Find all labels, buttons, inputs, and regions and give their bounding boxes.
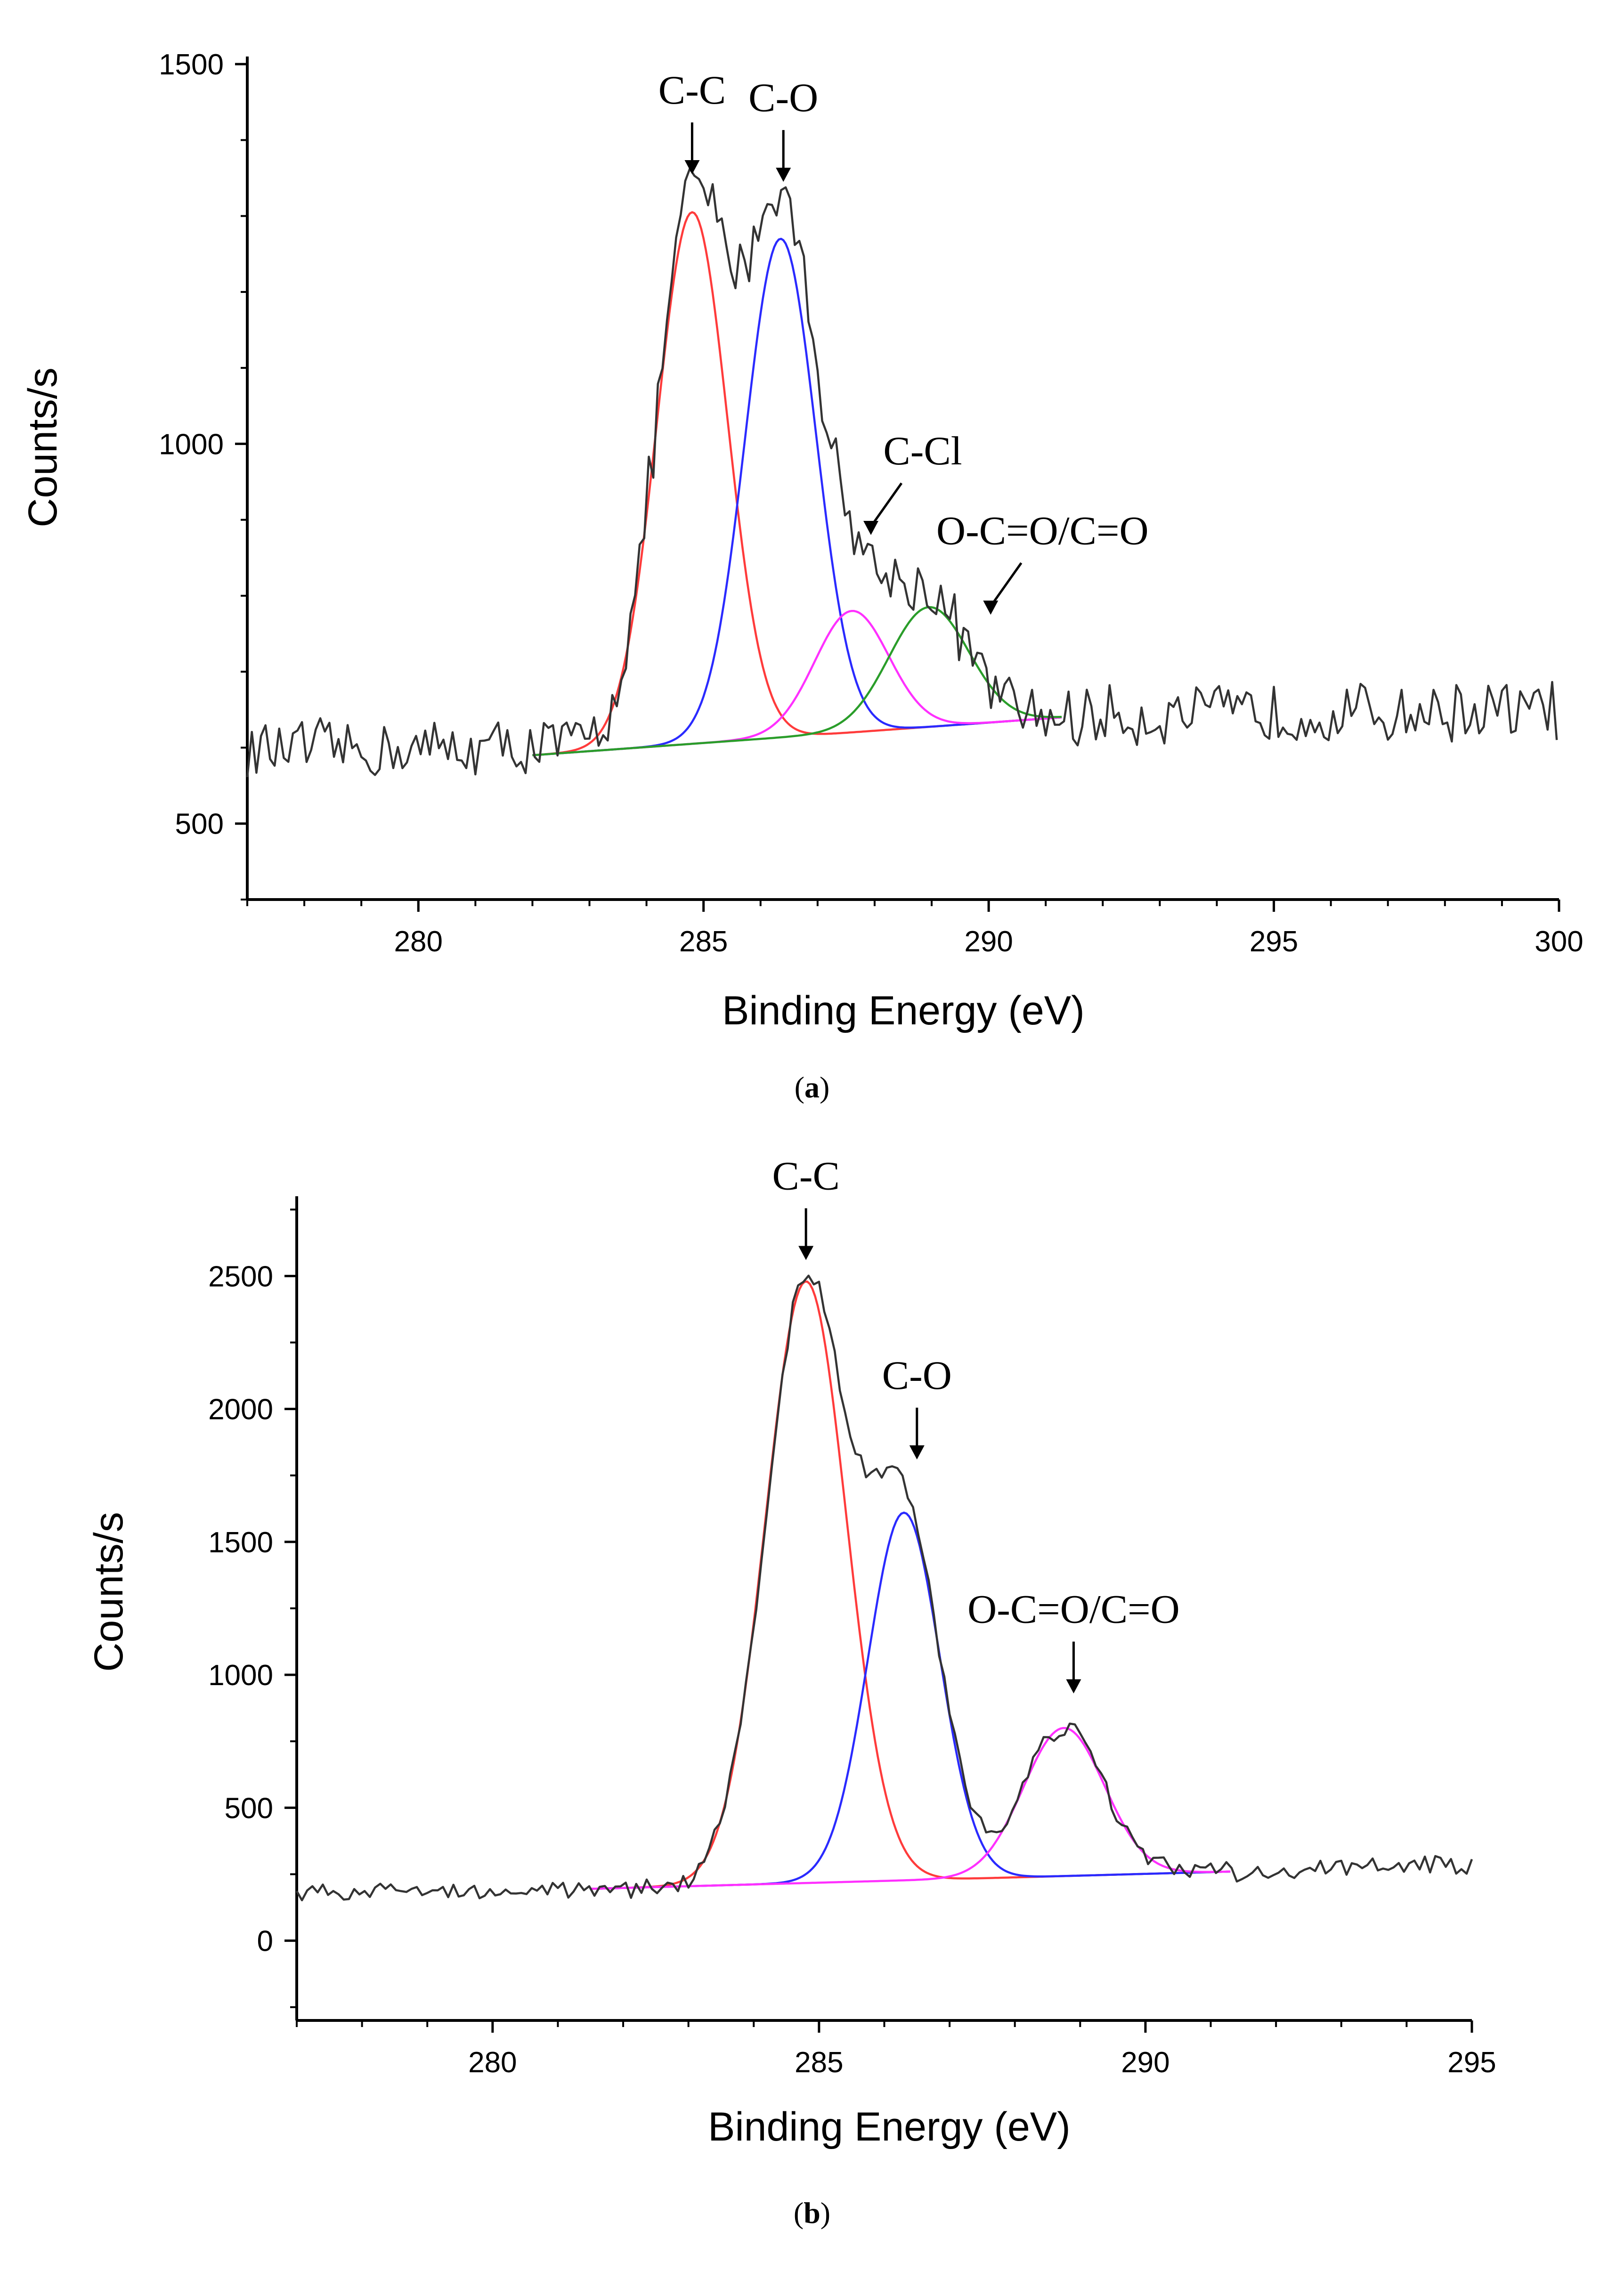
y-tick-label: 0 [257, 1925, 273, 1958]
y-tick-label: 1500 [208, 1526, 273, 1559]
peak-label: C-C [658, 67, 726, 113]
panel-b-tick-labels: 280 285 290 295 0 500 1000 1500 2000 2500 [208, 1260, 1496, 2079]
x-tick-label: 295 [1447, 2046, 1496, 2079]
panel-a-series [246, 167, 1558, 778]
y-tick-label: 2500 [208, 1260, 273, 1293]
annotation-arrow [870, 482, 903, 527]
y-tick-label: 500 [225, 1792, 273, 1825]
panel-b-caption-letter: b [804, 2196, 820, 2230]
x-tick-label: 280 [468, 2046, 517, 2079]
panel-b-ticks [284, 1208, 1473, 2033]
panel-a-caption: (a) [795, 1071, 830, 1104]
panel-a-annotations: C-C C-O C-Cl O-C=O/C=O [658, 67, 1149, 615]
fit-component-o-c-o-c-o [532, 606, 1062, 756]
measured-spectrum [296, 1274, 1473, 1902]
y-tick-label: 1000 [208, 1659, 273, 1692]
panel-a-chart: 280 285 290 295 300 500 1000 1500 C-C C-O C-Cl O-C… [20, 49, 1583, 1033]
peak-label: O-C=O/C=O [967, 1587, 1180, 1632]
panel-b-y-axis-title: Counts/s [86, 1512, 131, 1671]
annotation-arrow [990, 562, 1023, 607]
fit-component-c-o [532, 237, 1062, 756]
annotation-arrowhead [776, 168, 791, 182]
x-tick-label: 285 [795, 2046, 843, 2079]
panel-b-caption: (b) [794, 2196, 830, 2230]
y-tick-label: 1500 [159, 49, 224, 81]
panel-a-y-axis-title: Counts/s [20, 367, 65, 527]
panel-a-x-axis-title: Binding Energy (eV) [722, 988, 1085, 1033]
peak-label: C-C [772, 1153, 839, 1198]
peak-label: C-Cl [883, 428, 962, 473]
y-tick-label: 500 [175, 808, 224, 841]
panel-b-chart: 280 285 290 295 0 500 1000 1500 2000 2500 C-C C-O O… [86, 1153, 1496, 2149]
annotation-arrowhead [983, 600, 999, 615]
x-tick-label: 300 [1535, 925, 1583, 958]
annotation-arrowhead [863, 520, 879, 535]
peak-label: C-O [748, 75, 818, 120]
panel-a-ticks [235, 63, 1560, 912]
panel-b-series [296, 1274, 1473, 1902]
panel-b-annotations: C-C C-O O-C=O/C=O [772, 1153, 1180, 1694]
y-tick-label: 1000 [159, 428, 224, 461]
panel-b-x-axis-title: Binding Energy (eV) [708, 2104, 1071, 2149]
x-tick-label: 285 [679, 925, 728, 958]
x-tick-label: 280 [394, 925, 443, 958]
x-tick-label: 290 [964, 925, 1013, 958]
fit-component-c-cl [532, 609, 1062, 756]
annotation-arrowhead [909, 1445, 925, 1460]
measured-spectrum [246, 167, 1558, 778]
peak-label: O-C=O/C=O [936, 508, 1149, 553]
peak-label: C-O [882, 1353, 952, 1398]
annotation-arrowhead [798, 1246, 814, 1260]
annotation-arrowhead [1066, 1679, 1081, 1694]
panel-a-tick-labels: 280 285 290 295 300 500 1000 1500 [159, 49, 1583, 958]
y-tick-label: 2000 [208, 1394, 273, 1426]
fit-component-o-c-o-c-o [590, 1727, 1231, 1890]
x-tick-label: 295 [1250, 925, 1298, 958]
fit-component-c-o [590, 1511, 1231, 1890]
x-tick-label: 290 [1121, 2046, 1169, 2079]
panel-a-caption-letter: a [804, 1071, 820, 1104]
annotation-arrowhead [684, 160, 700, 174]
